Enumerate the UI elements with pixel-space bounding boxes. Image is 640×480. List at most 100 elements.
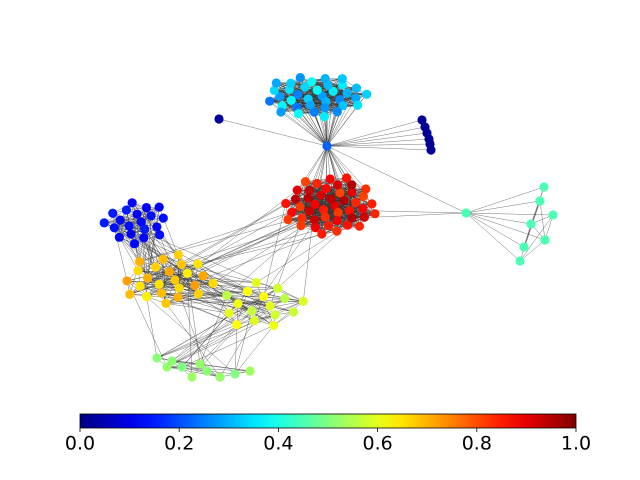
node [134,256,145,267]
node [303,193,313,203]
node [230,369,240,379]
edge [247,291,274,326]
node [139,233,149,243]
node [140,224,150,234]
node [343,220,353,230]
node [114,232,124,242]
node [132,209,142,219]
node [154,202,164,212]
node [339,195,349,205]
node [187,372,197,382]
node [242,286,253,297]
node [293,90,303,100]
colorbar-tick-label: 0.0 [65,433,95,455]
edge [280,111,328,147]
edge [519,214,554,262]
node [298,296,308,306]
node [158,213,168,223]
edge [130,233,239,304]
node [316,190,326,200]
node [353,100,363,110]
edge [465,186,545,214]
node [195,359,205,369]
node [325,174,335,184]
edge [519,239,546,262]
edge [171,360,251,372]
node [548,210,558,220]
edge [194,285,255,321]
node [351,83,362,93]
edge [181,366,221,378]
node [249,316,259,326]
node [286,95,296,105]
edge [326,145,347,179]
node [344,205,355,216]
edge [187,273,201,365]
edge [119,237,140,262]
node [167,356,177,366]
node [127,198,137,208]
node [317,229,327,239]
edge [126,230,337,282]
edge [166,301,304,368]
edge [539,200,546,241]
edge [256,225,348,283]
node [152,353,162,363]
edge [187,189,298,274]
node [310,199,320,209]
node [265,96,275,106]
node [310,223,321,233]
edge [137,270,304,302]
edge [159,206,301,285]
node [251,277,261,288]
node [288,307,299,317]
edge [229,288,278,314]
colorbar-tick-label: 1.0 [561,433,591,455]
edge [465,200,541,214]
node [152,222,162,232]
node [214,114,224,124]
edge [129,294,271,307]
edge [314,78,343,113]
edge [305,145,328,182]
node [312,178,322,189]
node [359,212,370,222]
node [358,204,368,214]
node [146,211,156,221]
nodes [99,72,558,382]
node [332,226,342,236]
node [326,194,336,204]
edge [199,324,237,365]
node [296,220,306,231]
node [305,100,315,110]
node [142,273,153,283]
node [109,223,119,233]
node [270,310,280,320]
node [151,262,161,272]
node [347,180,357,190]
edge [277,288,304,302]
node [245,366,255,376]
node [309,107,319,117]
edge [297,78,326,95]
node [337,74,347,84]
edge [165,303,230,314]
edge [159,234,237,325]
colorbar-tick-label: 0.4 [263,433,293,455]
node [351,93,361,103]
node [198,271,208,281]
edge [156,288,278,359]
edge [465,212,521,262]
node [295,72,305,83]
node [305,206,315,216]
node [367,199,377,209]
node [358,191,369,201]
node [328,86,338,96]
node [124,221,134,231]
node [320,74,330,84]
node [293,109,304,119]
edge [131,202,157,228]
node [519,242,529,252]
edge [166,366,221,378]
